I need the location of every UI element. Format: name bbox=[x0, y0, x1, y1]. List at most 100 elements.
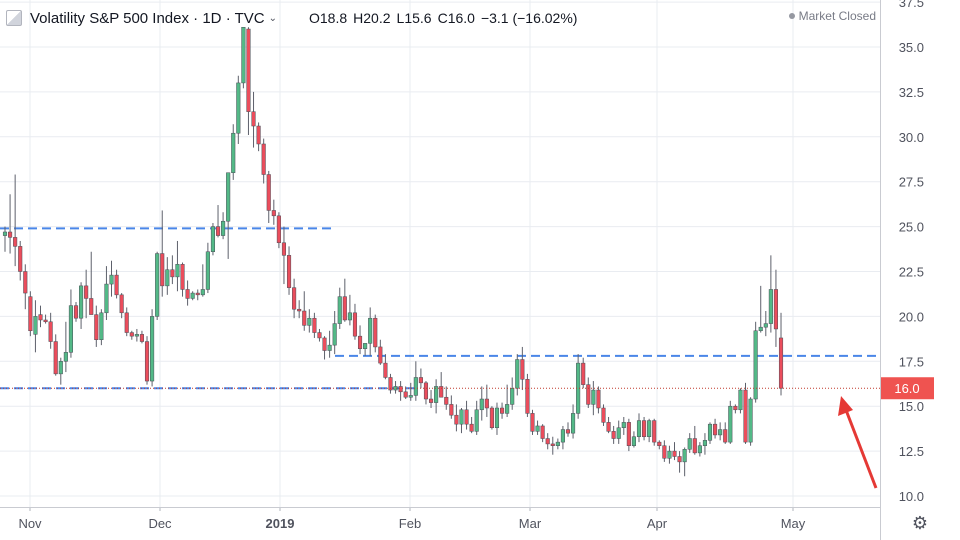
candle-body bbox=[236, 82, 241, 134]
candle-series bbox=[2, 26, 784, 477]
candle bbox=[560, 425, 565, 450]
candle bbox=[692, 425, 697, 455]
candle-body bbox=[38, 314, 43, 321]
candle-body bbox=[286, 255, 292, 288]
candle-body bbox=[373, 317, 378, 348]
candle-body bbox=[79, 285, 84, 319]
candle-body bbox=[84, 285, 89, 299]
candle-body bbox=[175, 264, 180, 278]
candle bbox=[241, 26, 246, 89]
chevron-down-icon[interactable]: ⌄ bbox=[268, 12, 277, 24]
candle-body bbox=[357, 335, 363, 349]
candle bbox=[510, 377, 515, 410]
candle bbox=[535, 420, 540, 435]
candle-body bbox=[555, 441, 560, 446]
candle bbox=[119, 293, 124, 319]
candle-body bbox=[256, 125, 261, 145]
candle bbox=[581, 357, 586, 389]
x-tick-label: Mar bbox=[519, 516, 542, 531]
candle bbox=[38, 305, 43, 328]
low-value: 15.6 bbox=[404, 10, 432, 26]
candle bbox=[733, 404, 738, 414]
candle bbox=[652, 418, 657, 446]
gear-icon[interactable]: ⚙ bbox=[911, 513, 929, 533]
candle-body bbox=[418, 377, 423, 384]
candle bbox=[2, 226, 8, 252]
candle-body bbox=[738, 389, 743, 411]
candle bbox=[246, 27, 251, 136]
candle bbox=[124, 307, 129, 337]
candle bbox=[667, 445, 672, 464]
candle-body bbox=[596, 389, 601, 409]
candle-body bbox=[327, 344, 332, 351]
candle bbox=[687, 433, 692, 453]
candle-body bbox=[337, 296, 342, 324]
candle bbox=[281, 226, 287, 285]
candle bbox=[53, 334, 58, 376]
y-tick-label: 35.0 bbox=[899, 40, 924, 55]
candle bbox=[555, 438, 560, 450]
candle bbox=[439, 372, 444, 398]
candle-body bbox=[636, 420, 642, 437]
candle-body bbox=[586, 384, 591, 405]
interval-label[interactable]: 1D bbox=[202, 9, 222, 27]
candle-body bbox=[312, 317, 317, 333]
exchange-label: TVC bbox=[234, 9, 265, 27]
x-tick-label: Nov bbox=[18, 516, 42, 531]
candle-body bbox=[743, 389, 748, 443]
chart-header: Volatility S&P 500 Index · 1D · TVC ⌄ O1… bbox=[6, 6, 577, 30]
level-lines bbox=[0, 227, 880, 390]
candle bbox=[256, 122, 261, 152]
candle-body bbox=[226, 172, 231, 222]
candle-body bbox=[454, 414, 459, 425]
candle-body bbox=[687, 438, 692, 450]
candle-body bbox=[439, 386, 444, 398]
candle-body bbox=[302, 310, 307, 326]
candle bbox=[58, 357, 63, 385]
candle bbox=[210, 223, 216, 256]
candle bbox=[43, 314, 48, 324]
candle bbox=[383, 354, 388, 380]
low-label: L bbox=[396, 10, 405, 26]
candle bbox=[418, 368, 423, 389]
candle bbox=[312, 312, 317, 338]
y-tick-label: 32.5 bbox=[899, 85, 924, 100]
candle bbox=[251, 91, 256, 148]
candle bbox=[332, 311, 337, 355]
candle-body bbox=[713, 423, 718, 436]
candle bbox=[550, 436, 555, 455]
candle bbox=[205, 242, 210, 294]
candle bbox=[398, 381, 403, 401]
y-tick-label: 10.0 bbox=[899, 489, 924, 504]
candle bbox=[773, 269, 778, 347]
candle bbox=[302, 291, 307, 331]
candle-body bbox=[292, 287, 297, 310]
candle bbox=[515, 354, 520, 396]
candle-body bbox=[8, 231, 13, 238]
candle bbox=[672, 442, 677, 461]
candle-body bbox=[28, 296, 33, 332]
candle bbox=[266, 170, 271, 224]
candle-body bbox=[611, 431, 616, 439]
open-value: 18.8 bbox=[319, 10, 348, 26]
market-status-label: Market Closed bbox=[798, 9, 876, 23]
candle-body bbox=[215, 226, 221, 236]
candle-body bbox=[246, 28, 251, 112]
candle-body bbox=[413, 377, 418, 396]
change-value: −3.1 (−16.02%) bbox=[480, 10, 578, 26]
candle bbox=[728, 400, 733, 444]
candle-body bbox=[525, 379, 530, 414]
candle-body bbox=[702, 440, 707, 446]
candle bbox=[474, 400, 479, 435]
candle-body bbox=[190, 292, 195, 299]
candle-body bbox=[540, 425, 545, 439]
candle-body bbox=[124, 312, 129, 333]
candle-body bbox=[281, 242, 287, 256]
candle bbox=[434, 379, 439, 414]
symbol-logo-icon bbox=[6, 10, 22, 26]
candle bbox=[454, 404, 459, 432]
symbol-title[interactable]: Volatility S&P 500 Index · 1D · TVC bbox=[30, 9, 265, 27]
candle-body bbox=[733, 405, 738, 411]
candle bbox=[327, 330, 332, 358]
